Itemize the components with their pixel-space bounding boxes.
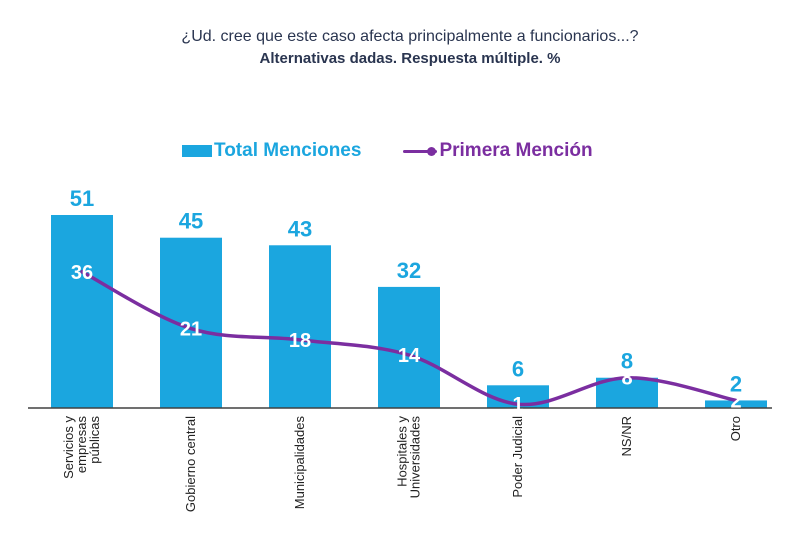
category-label: Hospitales yUniversidades xyxy=(395,416,423,499)
line-value-label: 1 xyxy=(512,394,523,416)
bar-value-label: 6 xyxy=(512,356,524,381)
category-label: Servicios yempresaspúblicas xyxy=(61,416,102,479)
bar-value-label: 45 xyxy=(179,209,203,234)
chart-title: ¿Ud. cree que este caso afecta principal… xyxy=(181,28,639,45)
bar-5 xyxy=(596,377,658,408)
category-label-line: Universidades xyxy=(408,416,423,499)
line-value-label: 36 xyxy=(71,262,93,284)
legend-line-swatch xyxy=(403,145,438,157)
category-label: Gobierno central xyxy=(183,416,198,512)
category-label-line: públicas xyxy=(87,416,102,464)
bar-3 xyxy=(378,286,440,408)
category-label-line: Otro xyxy=(728,416,743,441)
bar-6 xyxy=(705,400,767,408)
line-value-label: 14 xyxy=(398,345,421,367)
category-label-line: empresas xyxy=(74,416,89,474)
legend-item-primera: Primera Mención xyxy=(403,140,593,162)
line-value-label: 2 xyxy=(730,390,741,412)
chart-subtitle: Alternativas dadas. Respuesta múltiple. … xyxy=(259,50,561,67)
category-label: NS/NR xyxy=(619,416,634,456)
category-label: Poder Judicial xyxy=(510,416,525,498)
category-label-line: Gobierno central xyxy=(183,416,198,512)
category-label: Otro xyxy=(728,416,743,441)
bar-value-label: 8 xyxy=(621,349,633,374)
legend-bar-swatch xyxy=(182,145,212,157)
bar-value-label: 51 xyxy=(70,186,94,211)
legend: Total Menciones Primera Mención xyxy=(182,138,593,164)
category-label: Municipalidades xyxy=(292,416,307,510)
category-label-line: Hospitales y xyxy=(395,416,410,487)
line-value-label: 18 xyxy=(289,330,311,352)
bar-2 xyxy=(269,245,331,408)
legend-label-total: Total Menciones xyxy=(214,140,362,161)
bar-value-label: 43 xyxy=(288,216,312,241)
bar-0 xyxy=(51,215,113,408)
legend-label-primera: Primera Mención xyxy=(439,140,593,161)
category-label-line: Poder Judicial xyxy=(510,416,525,498)
bar-value-label: 32 xyxy=(397,258,421,283)
line-value-label: 8 xyxy=(621,368,632,390)
bar-value-label: 2 xyxy=(730,371,742,396)
bar-1 xyxy=(160,237,222,408)
line-value-label: 21 xyxy=(180,319,202,341)
category-label-line: Servicios y xyxy=(61,416,76,479)
legend-item-total: Total Menciones xyxy=(182,140,361,162)
category-label-line: NS/NR xyxy=(619,416,634,456)
primera-mencion-line xyxy=(80,270,738,407)
category-label-line: Municipalidades xyxy=(292,416,307,510)
